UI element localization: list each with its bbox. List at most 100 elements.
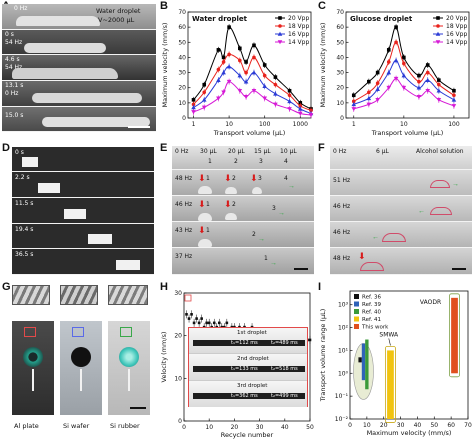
range-bar (365, 339, 369, 390)
substrate-label: Si rubber (110, 422, 140, 430)
legend-swatch (354, 316, 359, 322)
data-point (202, 82, 207, 87)
data-point (221, 55, 226, 60)
time-t1: t₁=112 ms (231, 340, 258, 346)
panel-label: D (2, 142, 10, 154)
strip-freq: 46 Hz (175, 201, 193, 208)
green-arrow-icon: → (270, 260, 277, 267)
volume-label: 10 μL (280, 148, 297, 155)
photo-strip: 19.4 s (12, 224, 154, 249)
panel-label: F (318, 142, 325, 154)
data-point (451, 104, 457, 109)
x-tick-label: 1 (352, 121, 356, 128)
y-axis-label: Maximum velocity (mm/s) (319, 23, 327, 108)
time-t2: t₂=489 ms (271, 340, 298, 346)
substrate-label: Al plate (14, 422, 39, 430)
droplet-number: 1 (206, 175, 210, 182)
photo-strip: 36.5 s (12, 249, 154, 275)
series-line (353, 78, 455, 110)
droplet-dot (119, 347, 139, 367)
y-tick-label: 70 (178, 9, 186, 16)
scale-bar (294, 268, 308, 270)
data-point (192, 321, 196, 325)
scale-bar (128, 126, 150, 128)
y-axis-label: Transport volume range (μL) (319, 309, 327, 403)
droplet-outline (360, 262, 384, 271)
zoom-box (72, 327, 84, 337)
x-axis-label: Transport volume (μL) (213, 129, 286, 137)
data-point (252, 43, 256, 48)
panel-i: I 10⁻² 10⁻¹ 10⁰ 10¹ 10² 10³ 0 10 20 30 40 50 60 70 Max… (316, 281, 474, 439)
volume-label: 15 μL (254, 148, 271, 155)
data-point (402, 55, 406, 60)
x-axis-label: Transport volume (μL) (371, 129, 444, 137)
data-point (351, 99, 356, 104)
x-tick-label: 1 (192, 121, 196, 128)
y-tick-label: 0 (178, 418, 182, 425)
droplet-number: 4 (284, 175, 288, 182)
x-tick-label: 100 (448, 121, 460, 128)
data-point (416, 85, 422, 90)
data-point (243, 95, 249, 100)
timeline-bar (193, 366, 305, 372)
data-point (309, 108, 313, 113)
inset-row: 2nd droplet t₁=133 ms t₂=518 ms (189, 354, 307, 381)
data-point (191, 105, 196, 110)
y-tick-label: 10⁻² (335, 416, 349, 423)
legend-label: 16 Vpp (288, 31, 309, 38)
zoom-box (24, 327, 36, 337)
data-point (287, 93, 292, 98)
substrate-label: Si wafer (63, 422, 90, 430)
droplet-number: 3 (272, 205, 276, 212)
strip-freq: 46 Hz (333, 203, 351, 210)
data-point (308, 113, 314, 118)
data-point (277, 31, 283, 36)
sem-inset (60, 285, 98, 305)
y-axis-label: Maximum velocity (mm/s) (161, 23, 169, 108)
strip-time: 36.5 s (15, 251, 34, 258)
droplet-dot (23, 347, 43, 367)
y-tick-label: 20 (174, 333, 182, 340)
x-tick-label: 40 (414, 422, 422, 429)
substrate-photo (60, 321, 102, 415)
y-tick-label: 10³ (338, 302, 349, 309)
panel-d: D 0 s 2.2 s 11.5 s 19.4 s 36.5 s (0, 142, 157, 277)
legend-label: Ref. 39 (362, 302, 381, 308)
pointer-stem (128, 369, 130, 391)
volume-label: 6 μL (376, 148, 389, 155)
red-arrow-icon: ⬇ (250, 173, 258, 183)
photo-strip: 37 Hz 1 → (172, 248, 314, 275)
panel-a: A 0 Hz Water droplet V~2000 μL 0 s 54 Hz… (0, 0, 157, 132)
annotation-vaodr: VAODR (420, 299, 441, 306)
legend-label: 16 Vpp (446, 31, 467, 38)
data-point (367, 79, 371, 84)
droplet-number: 1 (206, 201, 210, 208)
y-tick-label: 50 (336, 39, 344, 46)
x-tick-label: 10 (363, 422, 371, 429)
droplet-shape (38, 183, 60, 193)
y-tick-label: 10¹ (338, 347, 349, 354)
green-arrow-icon: ← (372, 234, 379, 241)
pointer-stem (32, 369, 34, 391)
data-point (187, 317, 191, 320)
data-point (386, 48, 391, 52)
data-point (238, 46, 242, 51)
data-point (237, 73, 243, 78)
substrate-photo (108, 321, 150, 415)
droplet-shape (198, 186, 212, 194)
scale-bar (130, 407, 146, 409)
y-tick-label: 10 (178, 100, 186, 107)
data-point (244, 70, 248, 75)
data-point (425, 63, 430, 67)
data-point (244, 60, 248, 64)
y-axis-label: Velocity (mm/s) (160, 332, 168, 383)
strip-freq: 48 Hz (175, 175, 193, 182)
y-tick-label: 60 (336, 24, 344, 31)
data-point (287, 107, 292, 112)
photo-strip: 2.2 s (12, 172, 154, 198)
timeline-bar (193, 393, 305, 399)
vaodr-outline (449, 293, 460, 378)
strip-time: 0 s (15, 149, 24, 156)
droplet-shape (116, 260, 140, 270)
data-point (386, 85, 392, 91)
